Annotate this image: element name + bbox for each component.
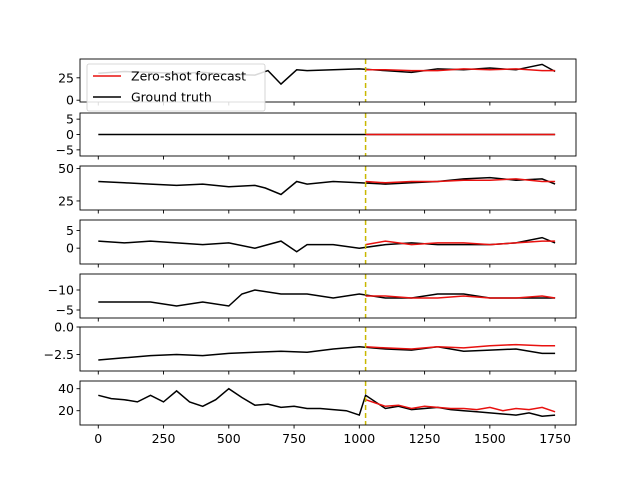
series-ground-truth [98, 387, 556, 417]
shared-x-axis: 0 250 500 750 1000 1250 1500 1750 [94, 431, 571, 446]
y-tick-label: 0 [66, 93, 74, 108]
legend: Zero-shot forecast Ground truth [86, 63, 266, 112]
y-tick-label: −2.5 [44, 347, 74, 362]
x-tick-label: 500 [217, 431, 241, 446]
y-tick-label: 0 [66, 127, 74, 142]
x-tick-label: 1000 [343, 431, 375, 446]
subplot-2: −505 [56, 112, 577, 160]
series-forecast [365, 240, 556, 246]
series-ground-truth [98, 346, 556, 361]
subplot-frame [79, 273, 577, 319]
subplot-6: 0.0 −2.5 [44, 320, 577, 375]
y-tick-label: 5 [66, 223, 74, 238]
x-tick-label: 0 [94, 431, 102, 446]
x-tick-label: 1750 [539, 431, 571, 446]
subplot-4: 05 [66, 219, 577, 268]
series-ground-truth [98, 176, 556, 196]
series-forecast [365, 68, 556, 72]
y-tick-label: 0 [66, 241, 74, 256]
y-tick-label: 40 [58, 381, 74, 396]
y-tick-label: −5 [56, 303, 74, 318]
subplot-frame [79, 58, 577, 103]
subplot-frame [79, 380, 577, 426]
y-tick-label: 25 [58, 70, 74, 85]
series-forecast [365, 295, 556, 299]
subplot-frame [79, 165, 577, 211]
y-tick-label: 50 [58, 161, 74, 176]
legend-label-ground-truth: Ground truth [131, 90, 212, 105]
series-forecast [365, 343, 556, 350]
series-forecast [365, 398, 556, 413]
y-tick-label: 5 [66, 112, 74, 127]
y-tick-label: 25 [58, 193, 74, 208]
legend-frame [86, 63, 266, 112]
x-tick-label: 250 [152, 431, 176, 446]
x-tick-label: 1500 [474, 431, 506, 446]
x-tick-label: 750 [282, 431, 306, 446]
x-tick-label: 1250 [409, 431, 441, 446]
subplot-frame [79, 219, 577, 265]
series-forecast [365, 178, 556, 184]
legend-label-forecast: Zero-shot forecast [131, 69, 246, 84]
y-tick-label: −10 [48, 283, 74, 298]
y-tick-label: −5 [56, 142, 74, 157]
subplot-frame [79, 326, 577, 372]
y-tick-label: 20 [58, 403, 74, 418]
subplot-5: −5−10 [48, 273, 577, 322]
y-tick-label: 0.0 [54, 320, 74, 335]
subplot-3: 25 50 [58, 161, 577, 214]
